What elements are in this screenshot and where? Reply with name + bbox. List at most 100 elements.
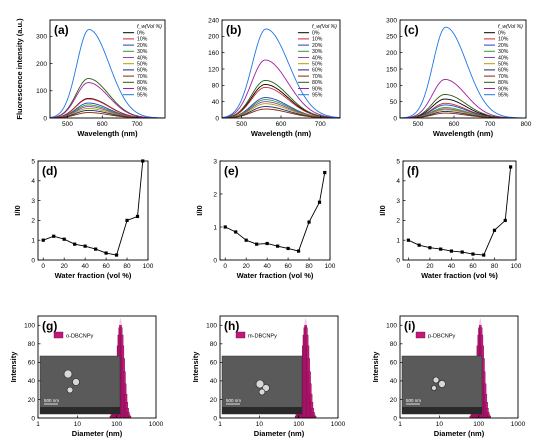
x-tick-label: 700 [315, 121, 326, 128]
y-tick-label: 2 [31, 218, 35, 225]
x-tick-label: 1000 [511, 421, 526, 428]
data-point [482, 253, 486, 257]
y-tick-label: 100 [24, 323, 35, 330]
legend-entry: 40% [137, 55, 148, 61]
y-tick-label: 40 [212, 99, 220, 106]
x-tick-label: 800 [521, 121, 532, 128]
series-line [399, 26, 526, 119]
y-tick-label: 40 [390, 378, 398, 385]
y-tick-label: 100 [386, 83, 397, 90]
y-tick-label: 3 [31, 198, 35, 205]
panel-label: (g) [42, 319, 57, 333]
plot-frame [402, 160, 517, 261]
series-line [49, 29, 166, 119]
x-tick-label: 100 [511, 263, 522, 270]
data-point [41, 238, 45, 242]
sem-particle [432, 376, 440, 384]
x-tick-label: 1000 [331, 421, 346, 428]
ratio-panel: 0 20 40 60 80 100 0 1 2 3 4 5 Water fraction (vol %)… [378, 158, 522, 280]
legend-entry: 80% [312, 80, 323, 86]
legend-entry: 30% [498, 49, 509, 55]
y-tick-label: 150 [386, 66, 397, 73]
x-tick-label: 40 [264, 263, 272, 270]
data-point [62, 237, 66, 241]
y-tick-label: 80 [28, 341, 36, 348]
legend-entry: 95% [498, 93, 509, 99]
sem-particle [66, 386, 74, 394]
spectrum-panel: 500 600 700 0 100 200 300 Wavelength (nm) Fluore… [15, 18, 166, 138]
plot-frame [37, 315, 157, 419]
y-tick-label: 5 [396, 158, 400, 165]
y-tick-label: 0 [396, 257, 400, 264]
data-point [255, 242, 259, 246]
data-point [323, 170, 327, 175]
x-tick-label: 60 [469, 263, 477, 270]
x-tick-label: 700 [132, 121, 143, 128]
data-point [265, 241, 269, 246]
panel-label: (h) [224, 319, 239, 333]
data-point [94, 247, 98, 251]
x-axis-title: Water fraction (vol %) [237, 271, 314, 280]
x-tick-label: 1 [218, 421, 222, 428]
data-point [296, 249, 301, 253]
data-point [460, 250, 464, 254]
sem-particle [438, 380, 446, 388]
x-tick-label: 60 [284, 263, 292, 270]
x-tick-label: 80 [305, 263, 313, 270]
sem-particle [255, 379, 265, 389]
y-tick-label: 60 [390, 360, 398, 367]
ratio-line [408, 166, 512, 256]
x-tick-label: 1000 [149, 421, 164, 428]
y-tick-label: 3 [213, 158, 217, 165]
legend-entry: 50% [312, 62, 323, 68]
data-point [276, 244, 280, 248]
y-tick-label: 20 [210, 397, 218, 404]
series-line [399, 79, 526, 119]
y-tick-label: 0 [213, 257, 217, 264]
panel-label: (i) [404, 319, 415, 333]
legend-entry: 95% [137, 93, 148, 99]
y-axis-title: Intensity [9, 351, 18, 383]
y-tick-label: 0 [31, 257, 35, 264]
y-tick-label: 200 [208, 34, 219, 41]
y-tick-label: 200 [36, 61, 47, 68]
legend-entry: 0% [312, 31, 320, 37]
legend-entry: 90% [137, 86, 148, 92]
y-tick-label: 80 [390, 341, 398, 348]
data-point [52, 234, 56, 238]
y-tick-label: 200 [386, 50, 397, 57]
y-tick-label: 0 [43, 115, 47, 122]
y-axis-title: I/I0 [378, 205, 387, 215]
x-tick-label: 20 [426, 263, 434, 270]
panel-label: (d) [42, 164, 57, 178]
panel-label: (e) [224, 164, 239, 178]
x-tick-label: 40 [82, 263, 90, 270]
panel-label: (a) [54, 23, 69, 37]
legend-entry: 60% [312, 68, 323, 74]
y-tick-label: 1 [31, 238, 35, 245]
legend-title: f_w(Vol %) [498, 24, 523, 30]
x-axis-title: Wavelength (nm) [77, 129, 138, 138]
spectrum-panel: 500 600 700 0 40 80 120 160 200 240 Wavelength (nm… [208, 17, 341, 138]
series-line [221, 28, 341, 118]
plot-frame [49, 19, 166, 119]
y-tick-label: 2 [213, 191, 217, 198]
legend-entry: 20% [498, 43, 509, 49]
data-point [317, 200, 322, 204]
data-point [406, 238, 410, 242]
sem-scale-label: 500 nm [406, 398, 421, 403]
y-tick-label: 0 [393, 415, 397, 422]
data-point [244, 238, 248, 242]
plot-frame [37, 160, 149, 261]
data-point [125, 218, 129, 222]
x-tick-label: 100 [293, 421, 304, 428]
x-axis-title: Wavelength (nm) [433, 129, 494, 138]
data-point [234, 230, 238, 234]
x-tick-label: 500 [236, 121, 247, 128]
legend-entry: 50% [498, 62, 509, 68]
data-point [223, 225, 227, 229]
data-point [492, 228, 497, 232]
plot-frame [399, 315, 519, 419]
sem-particle [63, 369, 73, 379]
